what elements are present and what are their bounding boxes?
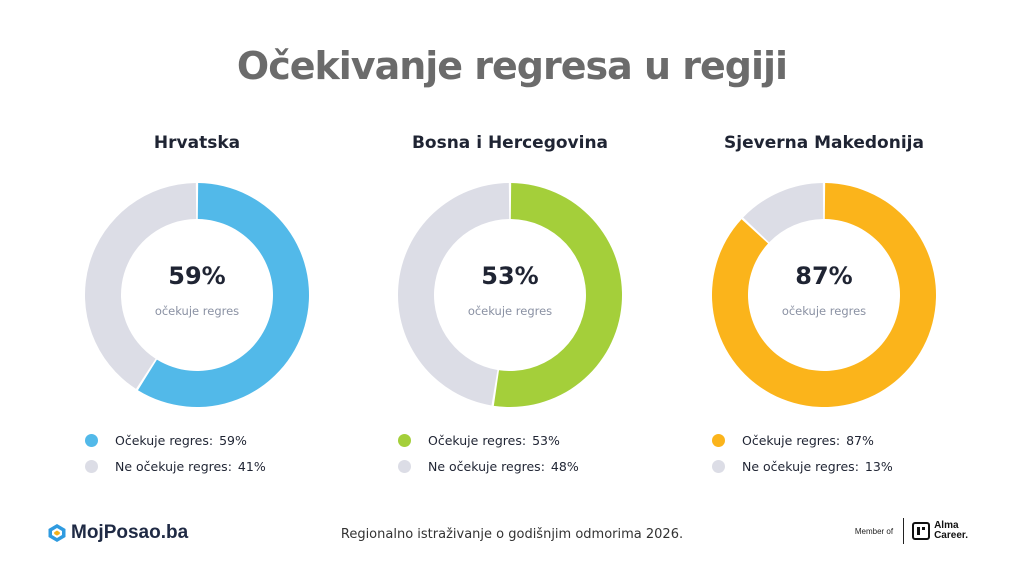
- legend-item: Očekuje regres: 59%: [85, 427, 266, 453]
- center-percentage: 59%: [168, 262, 226, 290]
- legend-item: Ne očekuje regres: 48%: [398, 453, 579, 479]
- donut-slice-expects: [137, 183, 309, 407]
- legend-value: 13%: [864, 458, 893, 474]
- donut-slice-does-not-expect: [743, 183, 824, 243]
- donut-slice-expects: [493, 183, 622, 407]
- alma-career-logo: Alma Career.: [934, 521, 968, 541]
- footer-caption: Regionalno istraživanje o godišnjim odmo…: [340, 527, 684, 542]
- legend-swatch: [712, 459, 725, 473]
- legend-label: Ne očekuje regres:: [428, 458, 545, 474]
- donut-chart-sjeverna-makedonija: Sjeverna Makedonija 87% očekuje regres O…: [674, 128, 974, 474]
- donut-slice-expects: [712, 183, 936, 407]
- page-title: Očekivanje regresa u regiji: [236, 44, 788, 88]
- legend-label: Ne očekuje regres:: [115, 458, 232, 474]
- donut: 87% očekuje regres: [711, 182, 937, 408]
- donut-slice-does-not-expect: [398, 183, 510, 406]
- legend-value: 59%: [219, 432, 247, 448]
- legend-item: Ne očekuje regres: 13%: [712, 453, 893, 479]
- divider: [903, 518, 905, 544]
- legend: Očekuje regres: 87% Ne očekuje regres: 1…: [712, 427, 893, 479]
- legend-item: Očekuje regres: 53%: [398, 427, 579, 453]
- legend-label: Očekuje regres:: [115, 432, 214, 448]
- chart-title: Hrvatska: [153, 133, 241, 153]
- legend-value: 53%: [532, 432, 560, 448]
- donut-chart-hrvatska: Hrvatska 59% očekuje regres Očekuje regr…: [47, 128, 347, 474]
- center-percentage: 87%: [795, 262, 853, 290]
- legend-item: Ne očekuje regres: 41%: [85, 453, 266, 479]
- legend-label: Ne očekuje regres:: [742, 458, 859, 474]
- legend-swatch: [85, 433, 98, 447]
- legend-swatch: [712, 433, 725, 447]
- alma-line2: Career.: [934, 530, 968, 541]
- member-of-badge: Member of Alma Career.: [855, 518, 968, 544]
- center-percentage: 53%: [481, 262, 539, 290]
- donut: 59% očekuje regres: [84, 182, 310, 408]
- mojposao-logo-icon: [48, 524, 66, 542]
- legend-label: Očekuje regres:: [742, 432, 841, 448]
- legend-label: Očekuje regres:: [428, 432, 527, 448]
- legend: Očekuje regres: 59% Ne očekuje regres: 4…: [85, 427, 266, 479]
- center-label: očekuje regres: [467, 304, 553, 318]
- alma-line1: Alma: [934, 520, 959, 531]
- chart-title: Bosna i Hercegovina: [411, 133, 609, 153]
- member-label: Member of: [854, 526, 894, 536]
- mojposao-logo[interactable]: MojPosao.ba: [47, 522, 188, 544]
- legend-item: Očekuje regres: 87%: [712, 427, 893, 453]
- legend-swatch: [398, 459, 411, 473]
- legend-value: 48%: [550, 458, 579, 474]
- legend-swatch: [85, 459, 98, 473]
- legend-value: 41%: [237, 458, 266, 474]
- center-label: očekuje regres: [781, 304, 867, 318]
- donut-chart-bosna-i-hercegovina: Bosna i Hercegovina 53% očekuje regres O…: [360, 128, 660, 474]
- legend: Očekuje regres: 53% Ne očekuje regres: 4…: [398, 427, 579, 479]
- donut: 53% očekuje regres: [397, 182, 623, 408]
- chart-title: Sjeverna Makedonija: [724, 133, 924, 153]
- legend-value: 87%: [846, 432, 874, 448]
- logo-text: MojPosao.ba: [71, 522, 189, 543]
- donut-slice-does-not-expect: [84, 183, 197, 389]
- alma-career-icon: [912, 522, 931, 540]
- center-label: očekuje regres: [154, 304, 240, 318]
- legend-swatch: [398, 433, 411, 447]
